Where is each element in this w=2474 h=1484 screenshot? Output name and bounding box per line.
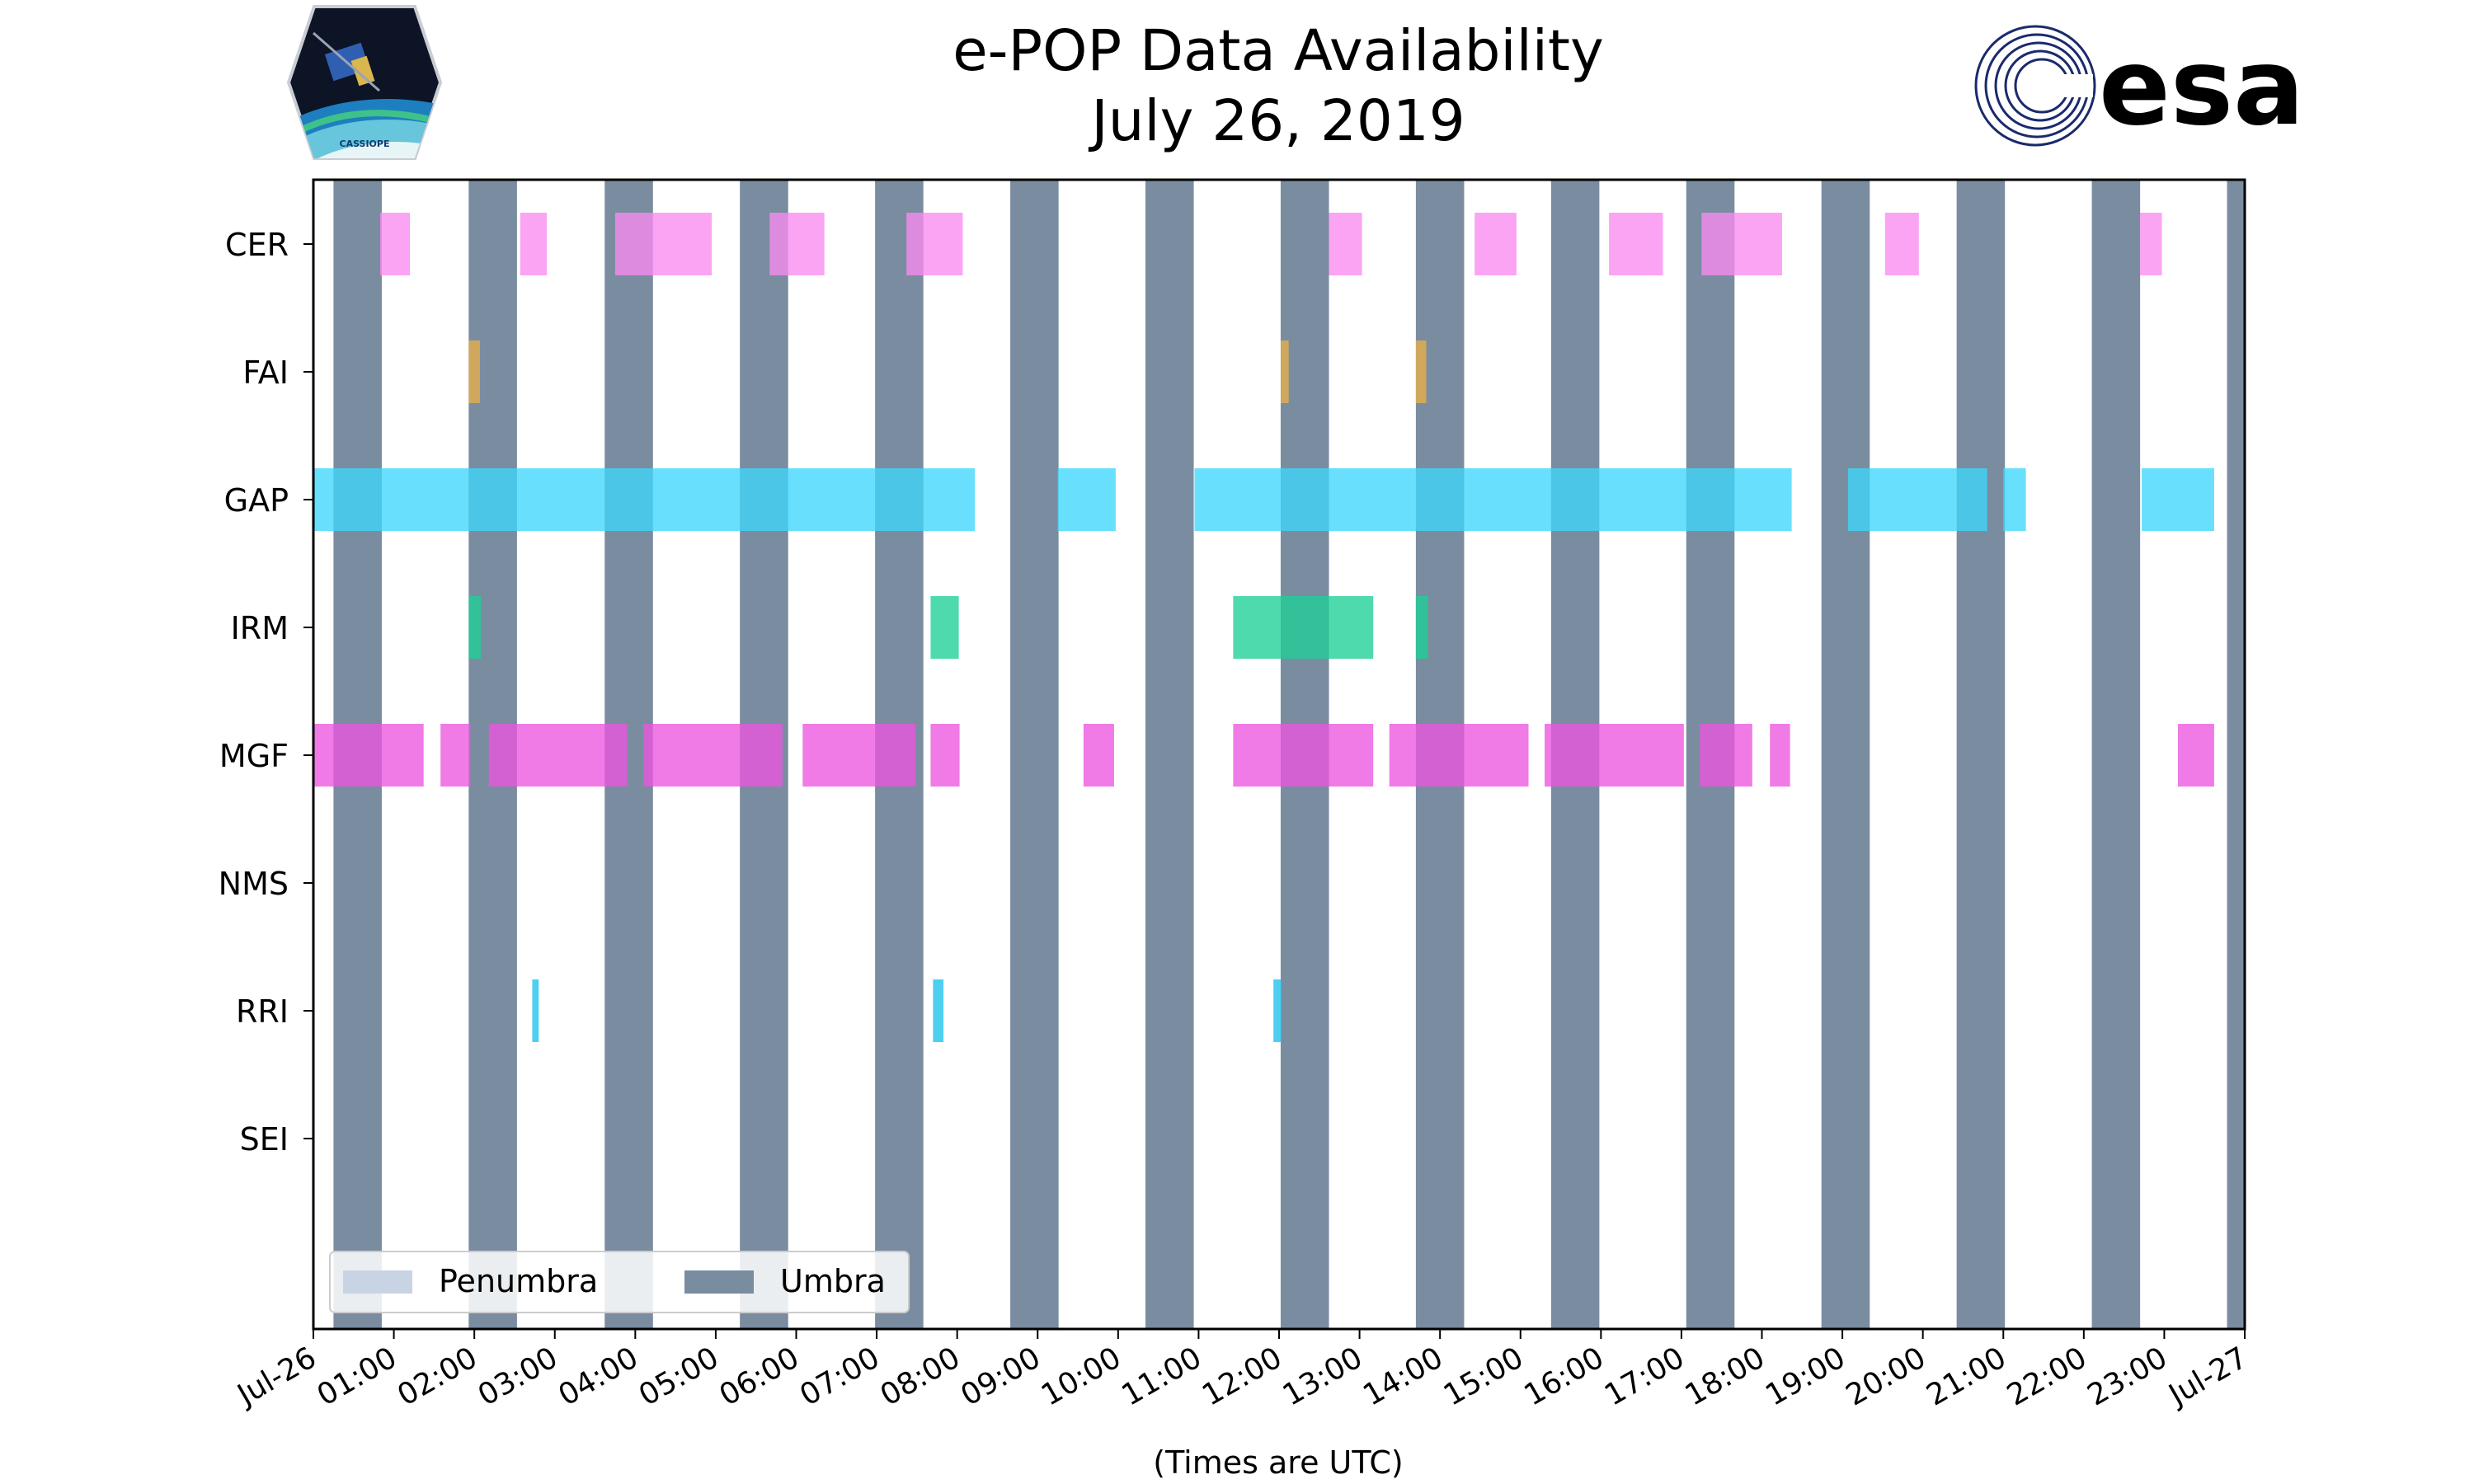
chart-title-line1: e-POP Data Availability [952, 18, 1604, 84]
bar-cer-1 [520, 213, 547, 275]
y-axis-ticks: CER FAI GAP IRM MGF NMS RRI SEI [219, 227, 313, 1158]
x-tick-label-2: 02:00 [392, 1341, 482, 1412]
bar-cer-6 [1475, 213, 1517, 275]
bar-gap-3 [1847, 468, 1987, 531]
bar-fai-2 [1415, 340, 1427, 403]
x-tick-label-1: 01:00 [312, 1341, 402, 1412]
bar-irm-1 [930, 596, 959, 659]
bar-cer-0 [379, 213, 411, 275]
x-tick-label-19: 19:00 [1760, 1341, 1851, 1412]
bar-mgf-6 [1083, 724, 1114, 787]
y-tick-label-mgf: MGF [219, 738, 289, 774]
umbra-band-13 [2091, 180, 2141, 1329]
bar-gap-5 [2142, 468, 2214, 531]
x-tick-label-11: 11:00 [1117, 1341, 1207, 1412]
x-tick-label-16: 16:00 [1518, 1341, 1609, 1412]
x-tick-label-6: 06:00 [714, 1341, 805, 1412]
bar-mgf-5 [930, 724, 960, 787]
x-tick-label-22: 22:00 [2001, 1341, 2092, 1412]
bar-rri-0 [532, 979, 539, 1042]
bar-mgf-2 [488, 724, 628, 787]
bar-cer-4 [906, 213, 963, 275]
x-tick-label-24: Jul-27 [2162, 1341, 2254, 1413]
bar-cer-10 [2140, 213, 2162, 275]
plot-frame [312, 178, 2246, 1331]
x-tick-label-23: 23:00 [2082, 1341, 2173, 1412]
x-tick-label-14: 14:00 [1357, 1341, 1448, 1412]
x-tick-label-13: 13:00 [1277, 1341, 1368, 1412]
bar-irm-0 [468, 596, 481, 659]
satellite-icon [313, 31, 380, 92]
bar-mgf-0 [313, 724, 424, 787]
bar-cer-7 [1609, 213, 1663, 275]
x-tick-label-17: 17:00 [1599, 1341, 1690, 1412]
chart-title-line2: July 26, 2019 [1088, 88, 1465, 154]
bar-cer-5 [1329, 213, 1362, 275]
x-tick-label-7: 07:00 [794, 1341, 885, 1412]
y-tick-label-fai: FAI [242, 355, 289, 391]
umbra-band-6 [1145, 180, 1194, 1329]
bar-mgf-11 [1770, 724, 1790, 787]
bar-mgf-9 [1545, 724, 1684, 787]
bar-cer-2 [614, 213, 713, 275]
bar-gap-0 [313, 468, 976, 531]
bar-mgf-7 [1233, 724, 1374, 787]
esa-logo-text: esa [2099, 26, 2304, 149]
bar-gap-2 [1194, 468, 1792, 531]
umbra-band-11 [1821, 180, 1870, 1329]
bar-cer-9 [1884, 213, 1919, 275]
bar-gap-1 [1057, 468, 1116, 531]
bar-fai-0 [468, 340, 480, 403]
x-tick-label-4: 04:00 [553, 1341, 643, 1412]
bar-gap-4 [2003, 468, 2026, 531]
x-tick-label-10: 10:00 [1036, 1341, 1126, 1412]
x-tick-label-3: 03:00 [473, 1341, 563, 1412]
x-tick-label-20: 20:00 [1841, 1341, 1931, 1412]
y-tick-label-irm: IRM [231, 610, 289, 646]
bar-cer-3 [769, 213, 825, 275]
bar-irm-2 [1233, 596, 1374, 659]
bar-mgf-8 [1389, 724, 1529, 787]
bar-irm-3 [1415, 596, 1428, 659]
x-tick-label-9: 09:00 [955, 1341, 1046, 1412]
bar-rri-2 [1273, 979, 1282, 1042]
y-tick-label-sei: SEI [240, 1121, 289, 1158]
x-tick-label-18: 18:00 [1680, 1341, 1771, 1412]
umbra-band-12 [1956, 180, 2006, 1329]
x-tick-label-21: 21:00 [1921, 1341, 2011, 1412]
x-tick-label-8: 08:00 [875, 1341, 966, 1412]
x-tick-label-12: 12:00 [1197, 1341, 1287, 1412]
bar-mgf-1 [440, 724, 471, 787]
legend-swatch-umbra [684, 1270, 754, 1294]
bar-mgf-4 [802, 724, 915, 787]
legend-swatch-penumbra [343, 1270, 412, 1294]
bar-rri-1 [933, 979, 944, 1042]
x-axis-ticks: Jul-2601:0002:0003:0004:0005:0006:0007:0… [231, 1329, 2254, 1413]
legend-label-umbra: Umbra [780, 1263, 886, 1299]
y-tick-label-rri: RRI [236, 993, 289, 1030]
data-bars [313, 213, 2214, 1042]
x-axis-label: (Times are UTC) [1153, 1444, 1403, 1481]
legend-label-penumbra: Penumbra [439, 1263, 598, 1299]
bar-cer-8 [1701, 213, 1782, 275]
y-tick-label-gap: GAP [224, 482, 289, 519]
cassiope-logo-text: CASSIOPE [340, 139, 390, 149]
bar-mgf-3 [643, 724, 783, 787]
legend: Penumbra Umbra [329, 1251, 910, 1313]
y-tick-label-cer: CER [225, 227, 289, 263]
cassiope-logo: CASSIOPE [286, 5, 443, 160]
bar-fai-1 [1280, 340, 1289, 403]
x-tick-label-5: 05:00 [633, 1341, 724, 1412]
bar-mgf-12 [2178, 724, 2214, 787]
esa-logo: esa [1974, 25, 2304, 149]
x-tick-label-15: 15:00 [1438, 1341, 1529, 1412]
x-tick-label-0: Jul-26 [231, 1341, 322, 1413]
y-tick-label-nms: NMS [219, 866, 289, 902]
umbra-band-14 [2227, 180, 2245, 1329]
umbra-band-5 [1010, 180, 1059, 1329]
bar-mgf-10 [1700, 724, 1752, 787]
legend-box [329, 1251, 910, 1313]
